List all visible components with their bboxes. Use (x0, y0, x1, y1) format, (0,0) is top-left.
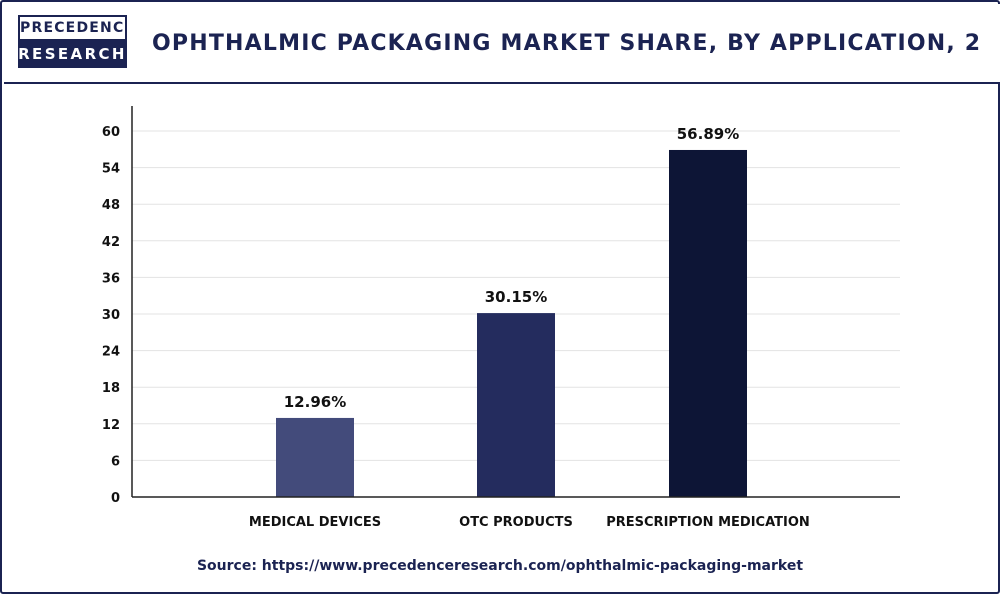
x-tick-label-otc-products: OTC PRODUCTS (459, 515, 573, 530)
y-tick-label-18: 18 (102, 381, 120, 396)
y-tick-label-60: 60 (102, 125, 120, 140)
y-tick-label-42: 42 (102, 235, 120, 250)
x-axis-category-labels: MEDICAL DEVICES OTC PRODUCTS PRESCRIPTION … (249, 515, 810, 530)
data-labels: 12.96% 30.15% 56.89% (284, 125, 739, 411)
bar-prescription-medication (669, 149, 747, 497)
data-label-medical-devices: 12.96% (284, 393, 346, 411)
y-tick-label-48: 48 (102, 198, 120, 213)
y-tick-label-0: 0 (111, 491, 120, 506)
x-tick-label-prescription-medication: PRESCRIPTION MEDICATION (606, 515, 810, 530)
logo-line-2: RESEARCH (18, 41, 127, 68)
bars (276, 149, 747, 497)
header-bar: PRECEDENCE RESEARCH OPHTHALMIC PACKAGING… (4, 4, 1000, 84)
data-label-prescription-medication: 56.89% (677, 125, 739, 143)
y-axis-tick-labels: 0 6 12 18 24 30 36 42 48 54 60 (102, 125, 120, 506)
logo-line-1: PRECEDENCE (18, 15, 127, 41)
y-tick-label-30: 30 (102, 308, 120, 323)
precedence-research-logo: PRECEDENCE RESEARCH (18, 15, 127, 69)
data-label-otc-products: 30.15% (485, 288, 547, 306)
y-tick-label-24: 24 (102, 345, 120, 360)
source-note: Source: https://www.precedenceresearch.c… (196, 558, 804, 574)
y-tick-label-6: 6 (111, 454, 120, 469)
y-tick-label-36: 36 (102, 271, 120, 286)
y-tick-label-54: 54 (102, 162, 120, 177)
bar-medical-devices (276, 417, 354, 497)
x-tick-label-medical-devices: MEDICAL DEVICES (249, 515, 381, 530)
y-tick-label-12: 12 (102, 418, 120, 433)
bar-otc-products (477, 313, 555, 497)
chart-title: OPHTHALMIC PACKAGING MARKET SHARE, BY AP… (152, 31, 982, 56)
